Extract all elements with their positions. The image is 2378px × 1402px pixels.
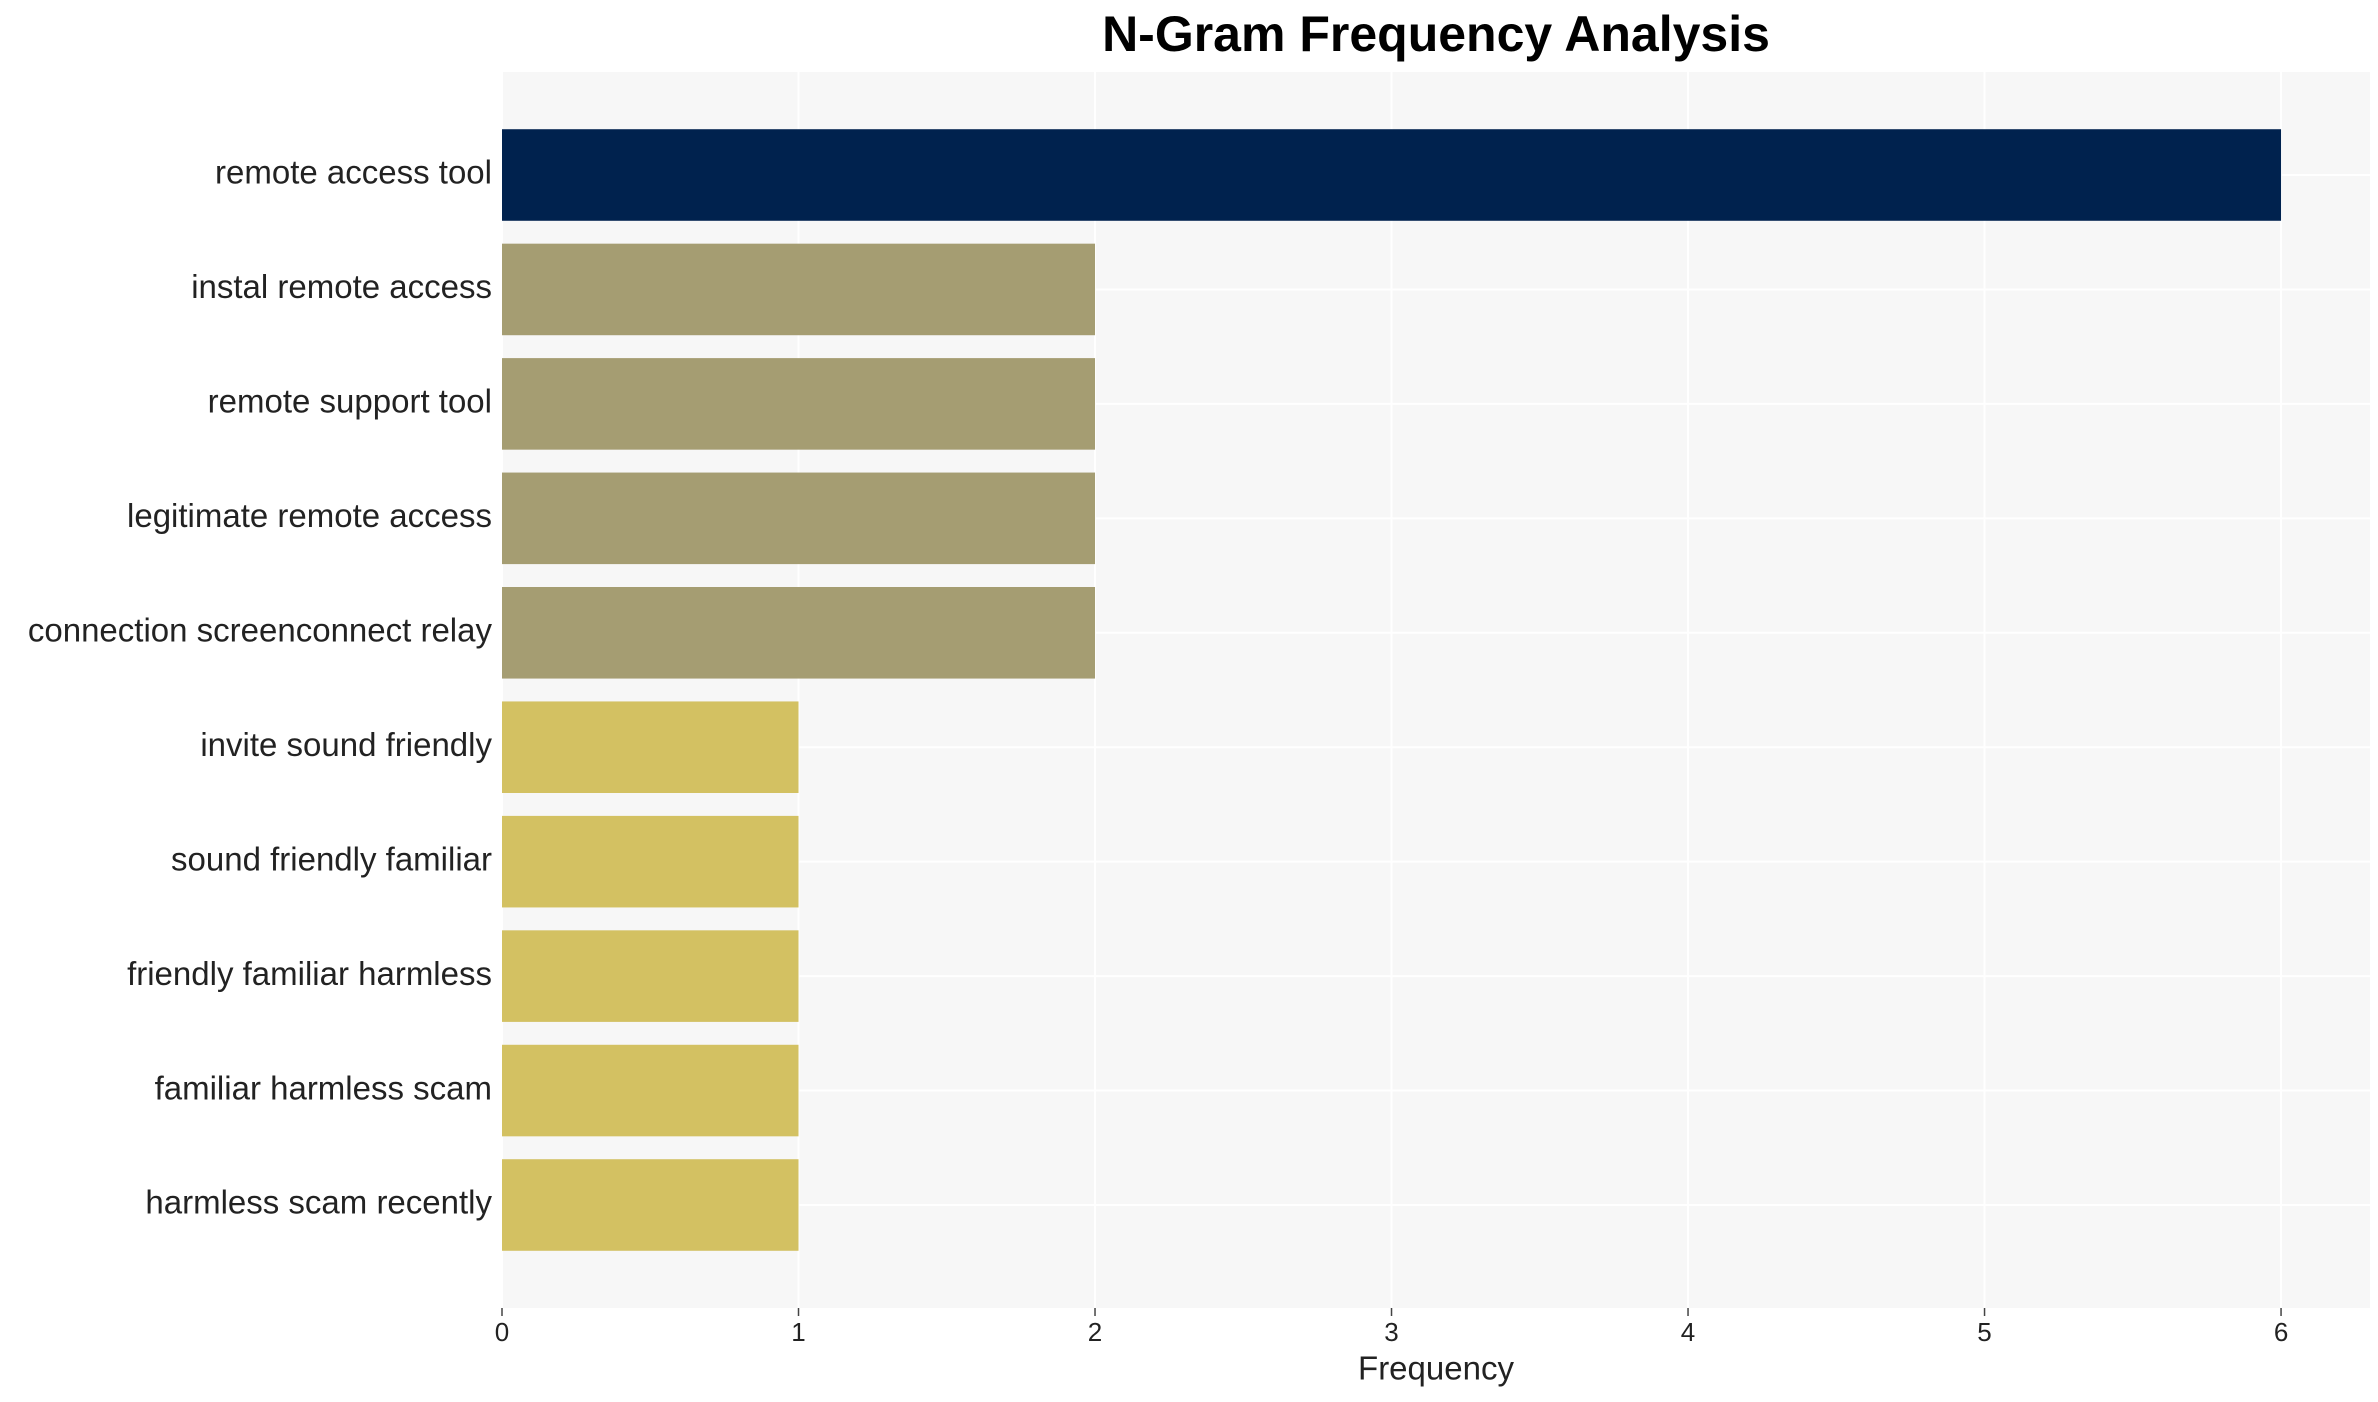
bar	[502, 1159, 799, 1251]
y-tick-label: remote access tool	[215, 154, 492, 191]
chart-title: N-Gram Frequency Analysis	[1102, 6, 1770, 62]
bar	[502, 1044, 799, 1137]
x-tick-label: 0	[495, 1317, 509, 1347]
x-tick-label: 5	[1977, 1317, 1991, 1347]
bar	[502, 815, 799, 908]
y-tick-label: harmless scam recently	[145, 1184, 492, 1221]
y-tick-label: connection screenconnect relay	[28, 611, 493, 648]
x-tick-label: 6	[2274, 1317, 2288, 1347]
bar	[502, 129, 2282, 221]
bar	[502, 243, 1096, 336]
y-tick-label: remote support tool	[208, 383, 492, 420]
bar	[502, 701, 799, 793]
y-tick-label: invite sound friendly	[200, 726, 492, 763]
y-tick-label: friendly familiar harmless	[127, 955, 492, 992]
x-tick-label: 3	[1384, 1317, 1398, 1347]
y-tick-label: legitimate remote access	[127, 497, 492, 534]
x-tick-label: 1	[791, 1317, 805, 1347]
bar	[502, 930, 799, 1022]
x-tick-label: 2	[1088, 1317, 1102, 1347]
y-tick-label: instal remote access	[191, 268, 492, 305]
bar	[502, 587, 1096, 679]
bar	[502, 358, 1096, 450]
x-tick-label: 4	[1681, 1317, 1695, 1347]
x-axis-label: Frequency	[1358, 1350, 1514, 1387]
bar	[502, 472, 1096, 565]
y-tick-label: sound friendly familiar	[171, 840, 492, 877]
y-tick-label: familiar harmless scam	[155, 1069, 492, 1106]
